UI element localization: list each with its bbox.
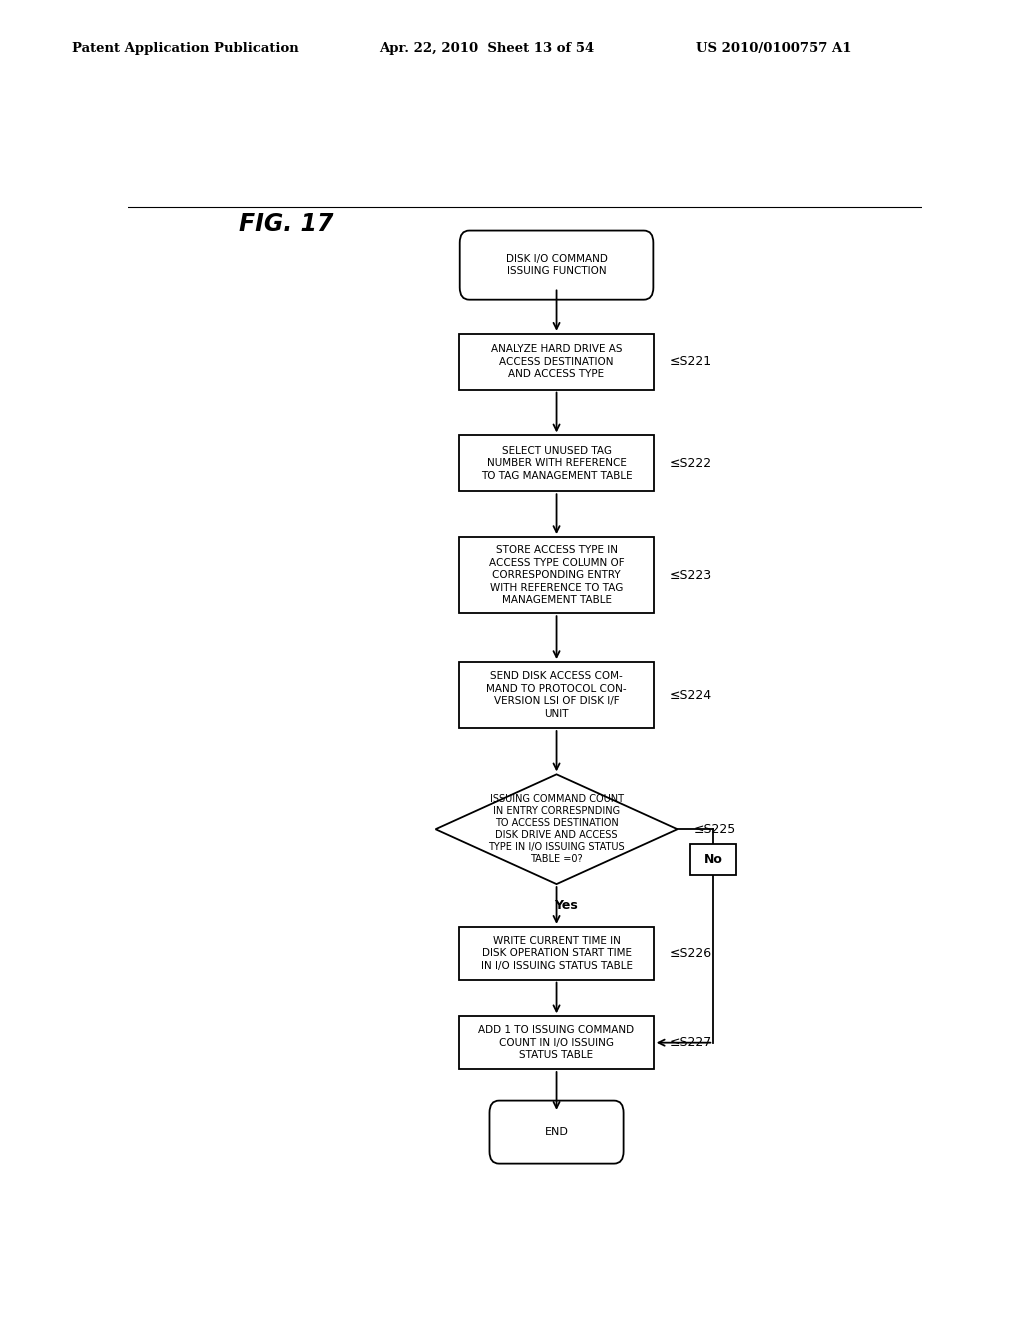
Text: ANALYZE HARD DRIVE AS
ACCESS DESTINATION
AND ACCESS TYPE: ANALYZE HARD DRIVE AS ACCESS DESTINATION… bbox=[490, 345, 623, 379]
Text: No: No bbox=[703, 853, 723, 866]
Text: ≤S226: ≤S226 bbox=[670, 946, 712, 960]
Bar bbox=[460, 537, 653, 614]
Text: SELECT UNUSED TAG
NUMBER WITH REFERENCE
TO TAG MANAGEMENT TABLE: SELECT UNUSED TAG NUMBER WITH REFERENCE … bbox=[480, 446, 633, 480]
Bar bbox=[460, 436, 653, 491]
Text: Yes: Yes bbox=[554, 899, 578, 912]
Text: Patent Application Publication: Patent Application Publication bbox=[72, 42, 298, 55]
Bar bbox=[460, 334, 653, 389]
Text: DISK I/O COMMAND
ISSUING FUNCTION: DISK I/O COMMAND ISSUING FUNCTION bbox=[506, 253, 607, 276]
Text: ISSUING COMMAND COUNT
IN ENTRY CORRESPNDING
TO ACCESS DESTINATION
DISK DRIVE AND: ISSUING COMMAND COUNT IN ENTRY CORRESPND… bbox=[488, 795, 625, 865]
Bar bbox=[460, 1016, 653, 1069]
Text: ≤S224: ≤S224 bbox=[670, 689, 712, 701]
Text: ≤S221: ≤S221 bbox=[670, 355, 712, 368]
Text: ADD 1 TO ISSUING COMMAND
COUNT IN I/O ISSUING
STATUS TABLE: ADD 1 TO ISSUING COMMAND COUNT IN I/O IS… bbox=[478, 1026, 635, 1060]
Bar bbox=[690, 845, 736, 875]
FancyBboxPatch shape bbox=[460, 231, 653, 300]
FancyBboxPatch shape bbox=[489, 1101, 624, 1164]
Text: ≤S227: ≤S227 bbox=[670, 1036, 712, 1049]
Polygon shape bbox=[435, 775, 678, 884]
Text: US 2010/0100757 A1: US 2010/0100757 A1 bbox=[696, 42, 852, 55]
Text: END: END bbox=[545, 1127, 568, 1137]
Text: FIG. 17: FIG. 17 bbox=[240, 213, 334, 236]
Bar bbox=[460, 663, 653, 729]
Bar bbox=[460, 927, 653, 979]
Text: WRITE CURRENT TIME IN
DISK OPERATION START TIME
IN I/O ISSUING STATUS TABLE: WRITE CURRENT TIME IN DISK OPERATION STA… bbox=[480, 936, 633, 970]
Text: STORE ACCESS TYPE IN
ACCESS TYPE COLUMN OF
CORRESPONDING ENTRY
WITH REFERENCE TO: STORE ACCESS TYPE IN ACCESS TYPE COLUMN … bbox=[488, 545, 625, 605]
Text: ≤S225: ≤S225 bbox=[693, 822, 735, 836]
Text: ≤S222: ≤S222 bbox=[670, 457, 712, 470]
Text: SEND DISK ACCESS COM-
MAND TO PROTOCOL CON-
VERSION LSI OF DISK I/F
UNIT: SEND DISK ACCESS COM- MAND TO PROTOCOL C… bbox=[486, 672, 627, 718]
Text: Apr. 22, 2010  Sheet 13 of 54: Apr. 22, 2010 Sheet 13 of 54 bbox=[379, 42, 594, 55]
Text: ≤S223: ≤S223 bbox=[670, 569, 712, 582]
